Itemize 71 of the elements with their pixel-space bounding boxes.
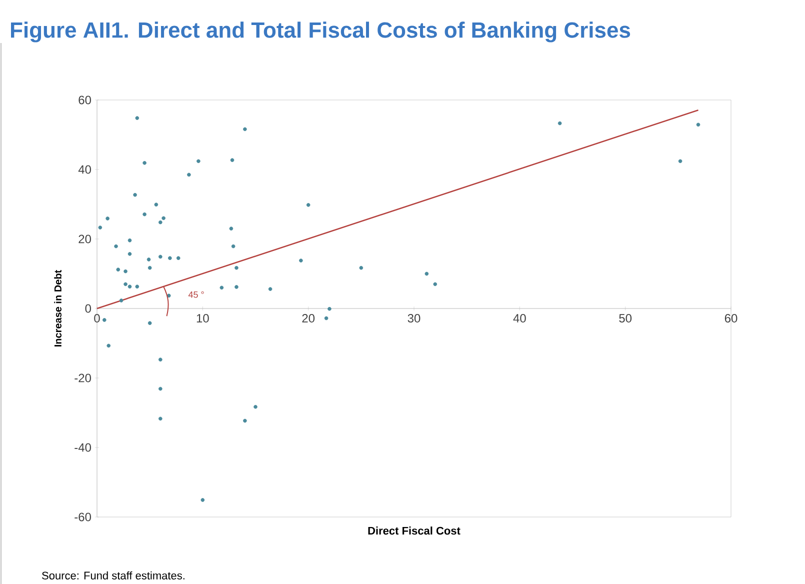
x-tick-label: 30 xyxy=(408,314,420,323)
point xyxy=(102,318,106,322)
point xyxy=(243,418,247,423)
point xyxy=(119,298,124,302)
point xyxy=(234,285,238,289)
point xyxy=(158,254,162,259)
point xyxy=(558,121,562,126)
point xyxy=(229,226,234,230)
point xyxy=(106,216,110,220)
point xyxy=(135,284,140,289)
chart-title: Figure AII1. Direct and Total Fiscal Costs of Banking Crises xyxy=(11,22,630,42)
y-tick-label: -60 xyxy=(74,512,92,522)
annotation: 45 ° xyxy=(188,291,204,298)
x-tick-label: 50 xyxy=(619,314,632,323)
point xyxy=(162,216,166,220)
point xyxy=(158,386,162,391)
point xyxy=(106,344,111,348)
point xyxy=(116,268,120,272)
x-tick-label: 60 xyxy=(724,314,738,323)
point xyxy=(306,203,310,207)
point xyxy=(328,306,332,311)
x-tick-label: 0 xyxy=(94,314,100,323)
point xyxy=(678,159,682,164)
point xyxy=(158,358,162,362)
point xyxy=(176,256,180,260)
point xyxy=(230,158,234,162)
point xyxy=(114,244,118,248)
x-tick-label: 10 xyxy=(196,314,209,323)
point xyxy=(424,272,429,276)
point xyxy=(124,282,128,286)
point xyxy=(324,316,328,320)
point xyxy=(299,258,303,262)
point xyxy=(187,172,191,177)
point xyxy=(146,258,151,262)
point xyxy=(231,244,236,248)
point xyxy=(148,266,152,270)
y-tick-label: 60 xyxy=(78,96,92,104)
point xyxy=(128,284,132,289)
point xyxy=(135,116,140,120)
point xyxy=(254,404,258,409)
point xyxy=(158,220,162,224)
point xyxy=(148,321,152,325)
x-axis-title: Direct Fiscal Cost xyxy=(368,526,460,535)
source-note: Source: Fund staff estimates. xyxy=(42,571,184,580)
point xyxy=(158,416,162,421)
point xyxy=(128,238,132,242)
y-tick-label: -40 xyxy=(74,443,92,452)
x-tick-label: 20 xyxy=(302,314,315,323)
point xyxy=(220,286,224,290)
point xyxy=(243,127,247,132)
y-tick-label: 0 xyxy=(85,304,92,313)
point xyxy=(154,202,158,206)
point xyxy=(359,266,364,270)
y-axis-title: Increase in Debt xyxy=(54,270,62,346)
point xyxy=(133,192,137,197)
point xyxy=(124,269,128,274)
point xyxy=(128,252,132,256)
y-tick-label: 20 xyxy=(78,234,92,244)
point xyxy=(696,122,700,127)
y-tick-label: 40 xyxy=(78,165,92,174)
point xyxy=(142,160,146,165)
point xyxy=(142,212,146,216)
x-tick-label: 40 xyxy=(513,314,526,323)
point xyxy=(98,226,102,230)
point xyxy=(433,282,438,286)
y-tick-label: -20 xyxy=(74,374,92,382)
point xyxy=(200,498,205,502)
point xyxy=(268,287,272,291)
point xyxy=(234,266,238,270)
point xyxy=(168,256,172,260)
point xyxy=(196,159,200,164)
